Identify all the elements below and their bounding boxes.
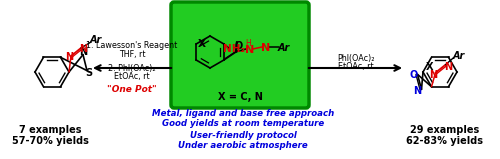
Text: N: N xyxy=(65,52,73,62)
Text: EtOAc, rt: EtOAc, rt xyxy=(338,62,374,72)
Text: N: N xyxy=(245,45,254,55)
Text: EtOAc, rt: EtOAc, rt xyxy=(114,73,150,82)
Text: Ar: Ar xyxy=(452,51,464,61)
Text: H: H xyxy=(245,39,250,48)
Text: O: O xyxy=(234,41,243,51)
Text: 57-70% yields: 57-70% yields xyxy=(12,136,88,146)
Text: Ar: Ar xyxy=(90,35,102,45)
Text: X = C, N: X = C, N xyxy=(218,92,262,102)
Text: NH₂: NH₂ xyxy=(223,44,245,54)
Text: Metal, ligand and base free approach: Metal, ligand and base free approach xyxy=(152,108,334,118)
Text: 7 examples: 7 examples xyxy=(19,125,81,135)
Text: Good yields at room temperature: Good yields at room temperature xyxy=(162,120,324,128)
Text: 62-83% yields: 62-83% yields xyxy=(406,136,484,146)
Text: THF, rt: THF, rt xyxy=(119,49,145,59)
Text: Under aerobic atmosphere: Under aerobic atmosphere xyxy=(178,142,308,151)
Text: "One Pot": "One Pot" xyxy=(107,84,157,93)
Text: N: N xyxy=(414,86,422,96)
Text: X: X xyxy=(198,39,206,49)
Text: 1. Lawesson's Reagent: 1. Lawesson's Reagent xyxy=(86,41,178,49)
Text: N: N xyxy=(79,44,87,54)
Text: N: N xyxy=(79,47,87,57)
Text: 2. PhI(OAc)₂: 2. PhI(OAc)₂ xyxy=(108,63,156,73)
Text: S: S xyxy=(86,68,92,78)
Text: N: N xyxy=(261,43,270,53)
Text: N: N xyxy=(444,62,452,72)
FancyBboxPatch shape xyxy=(171,2,309,108)
Text: N: N xyxy=(430,70,438,80)
Text: Ar: Ar xyxy=(278,43,290,53)
Text: User-friendly protocol: User-friendly protocol xyxy=(190,131,296,139)
Text: 29 examples: 29 examples xyxy=(410,125,480,135)
Text: PhI(OAc)₂: PhI(OAc)₂ xyxy=(337,53,375,62)
Text: O: O xyxy=(410,70,418,80)
Text: X: X xyxy=(426,62,433,72)
